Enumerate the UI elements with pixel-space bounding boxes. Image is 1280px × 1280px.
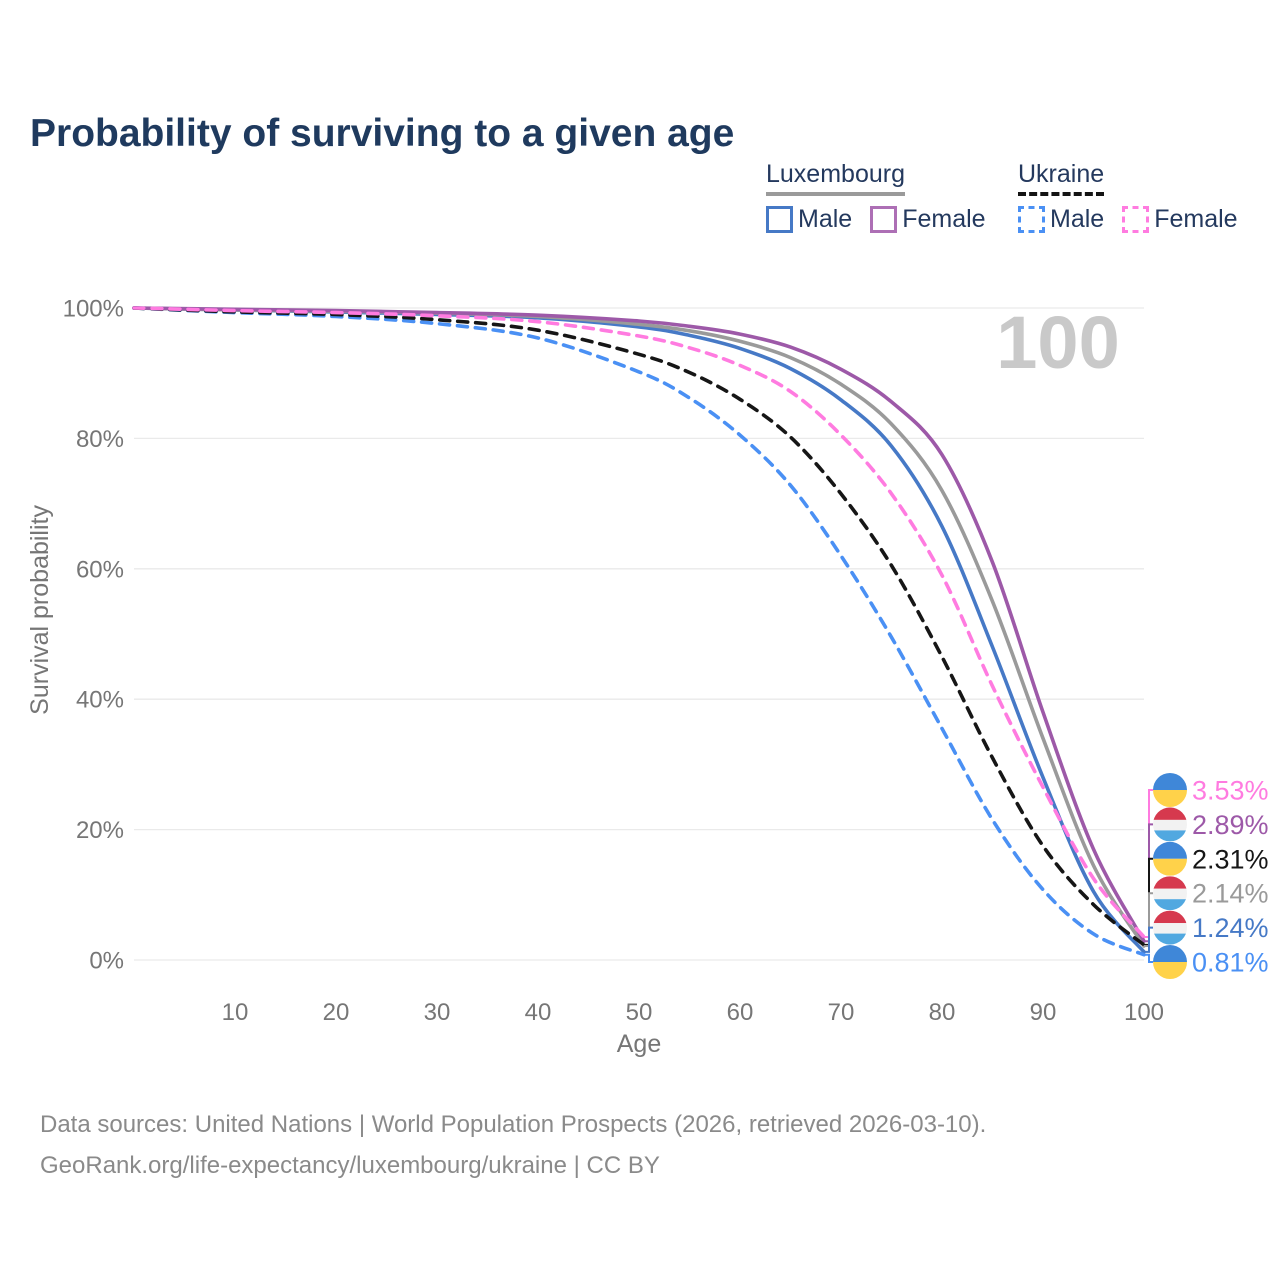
page-title: Probability of surviving to a given age: [30, 112, 735, 156]
legend-header-luxembourg: Luxembourg: [766, 160, 905, 196]
luxembourg-female-swatch-icon: [870, 206, 898, 233]
end-label-luxembourg-female: 2.89%: [1192, 810, 1269, 840]
x-tick-label: 90: [1030, 999, 1057, 1026]
leader-line: [1144, 953, 1153, 963]
x-tick-label: 10: [222, 999, 249, 1026]
legend-item-luxembourg-female[interactable]: Female: [870, 205, 986, 234]
ukraine-male-swatch-icon: [1018, 206, 1045, 233]
caption-line-sources: Data sources: United Nations | World Pop…: [40, 1111, 987, 1138]
y-tick-label: 80%: [76, 426, 124, 453]
x-tick-label: 40: [525, 999, 552, 1026]
ukraine-female-swatch-icon: [1122, 206, 1150, 233]
legend-item-label: Female: [1154, 205, 1238, 233]
end-value-labels: 3.53% 2.89% 2.31% 2.14% 1.24% 0.81%: [1144, 773, 1269, 979]
luxembourg-male-swatch-icon: [766, 206, 793, 233]
series-line-luxembourg-female: [132, 306, 1146, 943]
leader-line: [1144, 892, 1153, 947]
series-line-ukraine-both-sexes: [132, 306, 1146, 947]
x-axis-ticks: 10 20 30 40 50 60 70 80 90 100: [222, 999, 1164, 1026]
x-tick-label: 20: [323, 999, 350, 1026]
series-line-luxembourg-male: [132, 306, 1146, 954]
series-line-ukraine-female: [132, 306, 1146, 939]
end-label-ukraine-both-sexes: 2.31%: [1192, 844, 1269, 874]
x-tick-label: 70: [828, 999, 855, 1026]
hover-age-watermark: 100: [996, 301, 1119, 384]
legend-header-ukraine: Ukraine: [1018, 160, 1105, 196]
caption: Data sources: United Nations | World Pop…: [40, 1104, 986, 1186]
legend-item-ukraine-female[interactable]: Female: [1122, 205, 1238, 234]
y-tick-label: 60%: [76, 556, 124, 583]
end-label-ukraine-male: 0.81%: [1192, 948, 1269, 978]
ukraine-flag-icon: [1153, 773, 1187, 807]
legend-item-label: Female: [902, 205, 986, 233]
legend-item-label: Male: [798, 205, 853, 233]
leader-line: [1144, 926, 1153, 953]
x-axis-title: Age: [617, 1030, 661, 1058]
y-tick-label: 100%: [63, 296, 124, 323]
ukraine-flag-icon: [1153, 841, 1187, 876]
ukraine-flag-icon: [1153, 945, 1187, 979]
series-line-ukraine-male: [132, 306, 1146, 957]
luxembourg-flag-icon: [1153, 876, 1187, 911]
caption-line-url: GeoRank.org/life-expectancy/luxembourg/u…: [40, 1152, 660, 1179]
x-tick-label: 60: [727, 999, 754, 1026]
survival-curves: [132, 306, 1146, 957]
x-tick-label: 100: [1124, 999, 1164, 1026]
legend-item-luxembourg-male[interactable]: Male: [766, 205, 852, 234]
survival-probability-chart: 0% 20% 40% 60% 80% 100% 100 10 20 30 40 50 60 70 80 9…: [63, 296, 1269, 1059]
end-label-luxembourg-both-sexes: 2.14%: [1192, 879, 1269, 909]
end-label-ukraine-female: 3.53%: [1192, 776, 1269, 806]
luxembourg-flag-icon: [1153, 910, 1187, 945]
y-tick-label: 20%: [76, 817, 124, 844]
x-tick-label: 50: [626, 999, 653, 1026]
legend-group-ukraine: Ukraine Male Female: [1018, 160, 1238, 234]
y-tick-label: 40%: [76, 687, 124, 714]
luxembourg-flag-icon: [1153, 807, 1187, 842]
x-tick-label: 30: [424, 999, 451, 1026]
legend-group-luxembourg: Luxembourg Male Female: [766, 160, 986, 234]
end-label-luxembourg-male: 1.24%: [1192, 913, 1269, 943]
series-line-luxembourg-both-sexes: [132, 306, 1146, 948]
legend-item-ukraine-male[interactable]: Male: [1018, 205, 1104, 234]
y-tick-label: 0%: [89, 948, 124, 975]
legend-item-label: Male: [1050, 205, 1105, 233]
x-tick-label: 80: [929, 999, 956, 1026]
gridlines: 0% 20% 40% 60% 80% 100%: [63, 296, 1144, 975]
